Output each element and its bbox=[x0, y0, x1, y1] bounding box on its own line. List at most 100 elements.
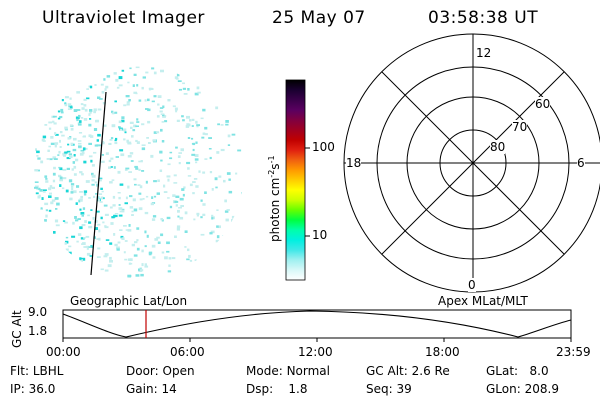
emission-speckle bbox=[39, 189, 43, 192]
emission-speckle bbox=[117, 241, 121, 244]
emission-speckle bbox=[86, 252, 91, 256]
emission-speckle bbox=[68, 179, 73, 183]
emission-speckle bbox=[148, 251, 153, 255]
emission-speckle bbox=[187, 248, 190, 252]
emission-speckle bbox=[121, 209, 125, 213]
emission-speckle bbox=[54, 144, 57, 148]
emission-speckle bbox=[83, 190, 88, 193]
emission-speckle bbox=[59, 131, 63, 134]
emission-speckle bbox=[80, 103, 84, 106]
emission-speckle bbox=[211, 214, 214, 218]
emission-speckle bbox=[70, 191, 74, 194]
emission-speckle bbox=[95, 120, 99, 123]
emission-speckle bbox=[129, 206, 134, 209]
emission-speckle bbox=[118, 207, 123, 210]
emission-speckle bbox=[189, 119, 192, 122]
emission-speckle bbox=[91, 174, 96, 178]
emission-speckle bbox=[177, 209, 180, 213]
info-mode: Mode: Normal bbox=[246, 364, 330, 378]
emission-speckle bbox=[200, 199, 203, 202]
emission-speckle bbox=[114, 139, 117, 142]
emission-speckle bbox=[48, 192, 52, 195]
emission-speckle bbox=[60, 111, 64, 114]
emission-speckle bbox=[44, 219, 47, 222]
emission-speckle bbox=[136, 84, 139, 87]
emission-speckle bbox=[195, 161, 198, 164]
emission-speckle bbox=[155, 131, 160, 134]
emission-speckle bbox=[159, 169, 163, 172]
emission-speckle bbox=[128, 171, 132, 173]
emission-speckle bbox=[117, 170, 121, 174]
emission-speckle bbox=[68, 245, 72, 248]
emission-speckle bbox=[178, 207, 182, 209]
emission-speckle bbox=[159, 150, 163, 154]
emission-speckle bbox=[78, 145, 82, 148]
emission-speckle bbox=[128, 262, 131, 265]
emission-speckle bbox=[80, 199, 83, 202]
emission-speckle bbox=[60, 108, 64, 112]
polar-label-18: 18 bbox=[346, 156, 362, 170]
emission-speckle bbox=[45, 214, 48, 218]
emission-speckle bbox=[51, 199, 56, 202]
emission-speckle bbox=[48, 209, 52, 212]
emission-speckle bbox=[215, 239, 220, 243]
emission-speckle bbox=[64, 221, 68, 224]
emission-speckle bbox=[83, 135, 86, 138]
emission-speckle bbox=[79, 259, 83, 262]
emission-speckle bbox=[151, 196, 154, 199]
emission-speckle bbox=[184, 230, 188, 233]
emission-speckle bbox=[93, 128, 98, 131]
emission-speckle bbox=[138, 268, 142, 271]
emission-speckle bbox=[138, 192, 142, 195]
emission-speckle bbox=[36, 169, 40, 172]
emission-speckle bbox=[196, 86, 200, 90]
emission-speckle bbox=[96, 256, 101, 258]
emission-speckle bbox=[75, 116, 80, 120]
emission-speckle bbox=[191, 153, 196, 156]
emission-speckle bbox=[125, 167, 130, 170]
emission-speckle bbox=[114, 111, 118, 114]
polar-ring-label-70: 70 bbox=[512, 120, 528, 134]
emission-speckle bbox=[105, 85, 109, 89]
emission-speckle bbox=[103, 78, 106, 81]
emission-speckle bbox=[81, 257, 86, 261]
emission-speckle bbox=[144, 265, 149, 268]
emission-speckle bbox=[53, 166, 56, 170]
emission-speckle bbox=[52, 179, 56, 183]
emission-speckle bbox=[83, 192, 87, 196]
emission-speckle bbox=[176, 119, 180, 122]
emission-speckle bbox=[86, 88, 89, 90]
emission-speckle bbox=[80, 237, 85, 240]
emission-speckle bbox=[109, 242, 113, 245]
timeline-xlabel-4: 23:59 bbox=[556, 345, 591, 359]
emission-speckle bbox=[100, 196, 104, 200]
emission-speckle bbox=[202, 171, 206, 174]
emission-speckle bbox=[195, 185, 199, 188]
emission-speckle bbox=[64, 242, 67, 245]
emission-speckle bbox=[109, 139, 113, 141]
time-label: 03:58:38 UT bbox=[428, 8, 539, 28]
emission-speckle bbox=[116, 248, 120, 251]
emission-speckle bbox=[187, 175, 192, 177]
emission-speckle bbox=[118, 120, 122, 124]
emission-speckle bbox=[118, 196, 121, 200]
emission-speckle bbox=[94, 84, 97, 86]
emission-speckle bbox=[178, 152, 182, 154]
emission-speckle bbox=[162, 105, 165, 108]
emission-speckle bbox=[145, 180, 148, 184]
emission-speckle bbox=[220, 124, 224, 126]
emission-speckle bbox=[85, 235, 90, 238]
emission-speckle bbox=[182, 87, 186, 90]
emission-speckle bbox=[128, 99, 131, 102]
emission-speckle bbox=[192, 148, 195, 152]
emission-speckle bbox=[52, 156, 57, 160]
emission-speckle bbox=[180, 148, 184, 152]
emission-speckle bbox=[134, 165, 138, 168]
emission-speckle bbox=[123, 251, 126, 254]
timeline-ytick-bottom: 1.8 bbox=[28, 324, 48, 338]
emission-speckle bbox=[111, 179, 115, 181]
emission-speckle bbox=[130, 126, 133, 129]
emission-speckle bbox=[49, 185, 53, 188]
emission-speckle bbox=[50, 142, 55, 145]
timeline-xlabel-3: 18:00 bbox=[425, 345, 460, 359]
